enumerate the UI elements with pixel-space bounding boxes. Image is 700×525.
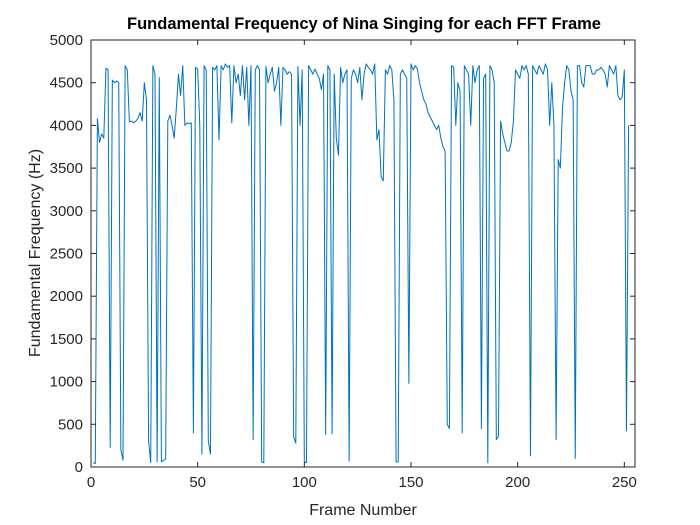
x-axis: 0 50 100 150 200 250 xyxy=(87,40,637,491)
x-tick-label: 150 xyxy=(398,474,423,491)
x-tick-label: 0 xyxy=(87,474,95,491)
x-tick-label: 50 xyxy=(189,474,206,491)
axes-box xyxy=(90,39,636,468)
y-axis-label: Fundamental Frequency (Hz) xyxy=(27,149,44,357)
y-tick-label: 3500 xyxy=(50,160,83,177)
y-tick-label: 3000 xyxy=(50,203,83,220)
series-line-0 xyxy=(92,63,630,465)
y-tick-label: 5000 xyxy=(50,32,83,49)
plot-area xyxy=(90,39,636,468)
y-tick-label: 2000 xyxy=(50,288,83,305)
y-tick-label: 4500 xyxy=(50,75,83,92)
y-tick-label: 1000 xyxy=(50,374,83,391)
series-layer xyxy=(92,63,630,465)
x-axis-label: Frame Number xyxy=(309,502,417,519)
x-tick-label: 250 xyxy=(612,474,637,491)
x-tick-label: 200 xyxy=(505,474,530,491)
y-axis: 0 500 1000 1500 2000 2500 3000 3500 4000 4500 5000 xyxy=(50,32,635,476)
y-tick-label: 4000 xyxy=(50,117,83,134)
chart-title: Fundamental Frequency of Nina Singing fo… xyxy=(127,15,601,33)
y-tick-label: 2500 xyxy=(50,246,83,263)
y-tick-label: 500 xyxy=(58,416,83,433)
x-tick-label: 100 xyxy=(292,474,317,491)
y-tick-label: 0 xyxy=(75,459,83,476)
y-tick-label: 1500 xyxy=(50,331,83,348)
